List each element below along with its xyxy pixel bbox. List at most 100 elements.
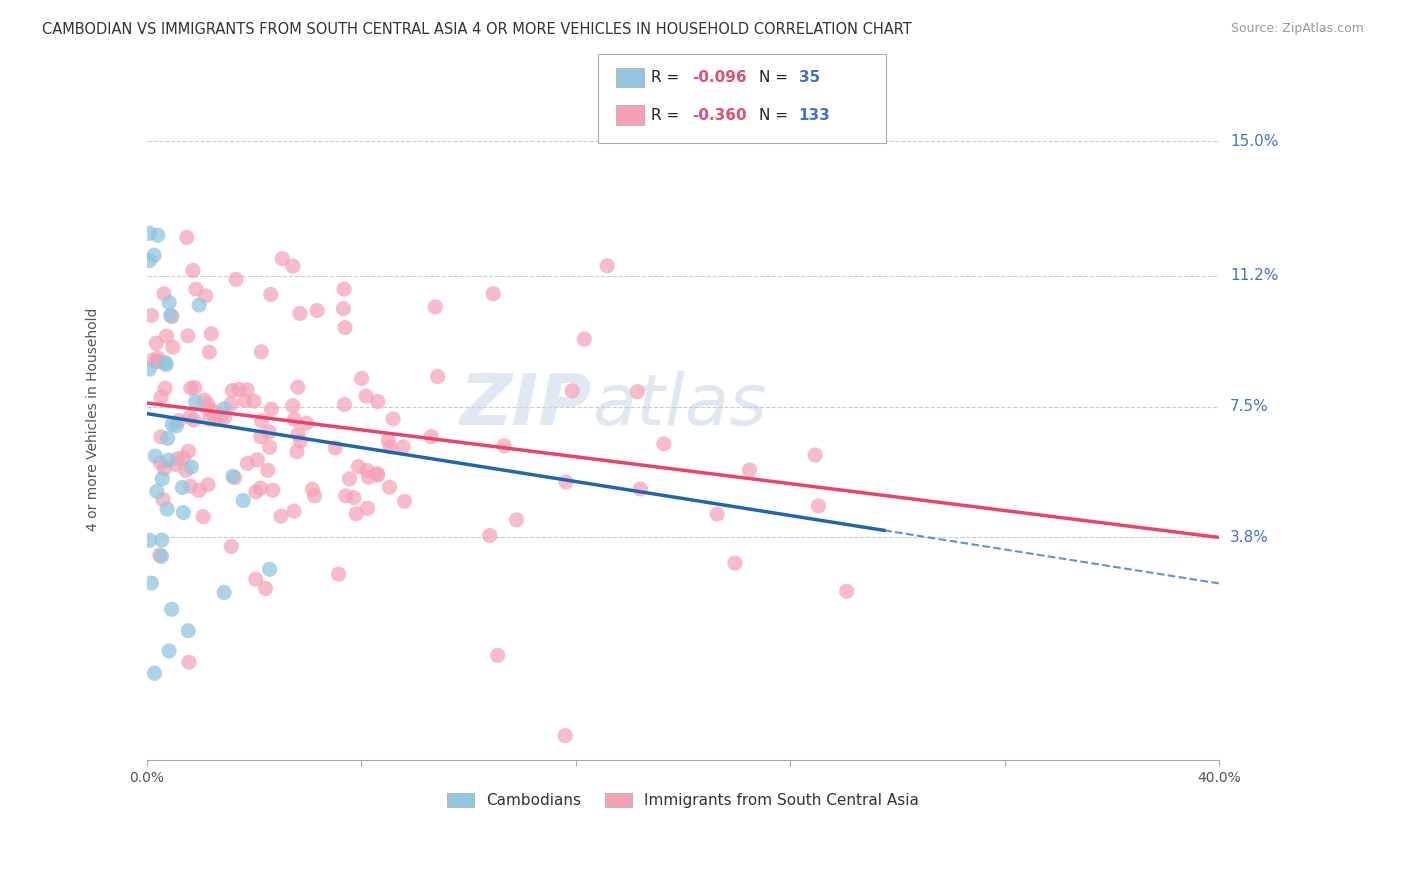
Point: [193, 392, 215, 407]
Point: [179, 479, 201, 493]
Point: [165, 458, 187, 472]
Point: [200, 326, 222, 341]
Point: [200, 403, 222, 417]
Text: 7.5%: 7.5%: [1230, 399, 1268, 414]
Point: [354, 389, 377, 403]
Point: [204, 412, 226, 426]
Point: [177, 624, 200, 638]
Point: [149, 548, 172, 562]
Point: [333, 320, 356, 334]
Point: [191, 509, 214, 524]
Point: [148, 354, 170, 368]
Point: [184, 394, 207, 409]
Point: [724, 556, 747, 570]
Text: -0.360: -0.360: [692, 108, 747, 122]
Point: [652, 437, 675, 451]
Point: [180, 381, 202, 395]
Point: [165, 418, 187, 433]
Point: [257, 425, 280, 439]
Point: [281, 399, 304, 413]
Point: [188, 298, 211, 312]
Point: [482, 286, 505, 301]
Point: [420, 430, 443, 444]
Point: [195, 401, 218, 416]
Point: [626, 384, 648, 399]
Point: [180, 460, 202, 475]
Point: [138, 227, 160, 241]
Point: [561, 384, 583, 398]
Text: 11.2%: 11.2%: [1230, 268, 1278, 283]
Point: [225, 272, 247, 286]
Point: [167, 413, 190, 427]
Point: [145, 336, 167, 351]
Point: [807, 499, 830, 513]
Point: [339, 472, 361, 486]
Point: [174, 463, 197, 477]
Point: [236, 457, 259, 471]
Point: [628, 482, 651, 496]
Point: [281, 259, 304, 273]
Point: [555, 475, 578, 489]
Text: ZIP: ZIP: [460, 371, 592, 440]
Point: [219, 397, 242, 411]
Point: [596, 259, 619, 273]
Point: [143, 666, 166, 681]
Point: [283, 504, 305, 518]
Point: [554, 729, 576, 743]
Point: [295, 416, 318, 430]
Point: [367, 394, 389, 409]
Text: 35: 35: [799, 70, 820, 85]
Point: [162, 340, 184, 354]
Point: [288, 307, 311, 321]
Point: [270, 509, 292, 524]
Point: [176, 230, 198, 244]
Point: [259, 440, 281, 454]
Point: [271, 252, 294, 266]
Point: [236, 383, 259, 397]
Point: [706, 507, 728, 521]
Point: [333, 398, 356, 412]
Point: [177, 444, 200, 458]
Point: [738, 463, 761, 477]
Text: N =: N =: [759, 70, 789, 85]
Point: [232, 493, 254, 508]
Point: [145, 354, 167, 368]
Text: R =: R =: [651, 70, 679, 85]
Point: [804, 448, 827, 462]
Point: [157, 644, 180, 658]
Point: [155, 329, 177, 343]
Point: [260, 402, 283, 417]
Point: [392, 440, 415, 454]
Point: [197, 397, 219, 411]
Point: [221, 384, 243, 398]
Text: 3.8%: 3.8%: [1230, 530, 1268, 545]
Text: 15.0%: 15.0%: [1230, 134, 1278, 149]
Point: [160, 602, 183, 616]
Point: [323, 441, 346, 455]
Point: [287, 427, 309, 442]
Point: [357, 470, 380, 484]
Point: [172, 481, 194, 495]
Point: [505, 513, 527, 527]
Point: [150, 472, 173, 486]
Point: [835, 584, 858, 599]
Point: [149, 430, 172, 444]
Text: -0.096: -0.096: [692, 70, 747, 85]
Point: [343, 491, 366, 505]
Legend: Cambodians, Immigrants from South Central Asia: Cambodians, Immigrants from South Centra…: [441, 787, 925, 814]
Point: [212, 401, 235, 416]
Point: [333, 282, 356, 296]
Point: [574, 332, 596, 346]
Point: [146, 228, 169, 243]
Point: [177, 655, 200, 669]
Point: [228, 382, 250, 396]
Point: [219, 540, 242, 554]
Text: 133: 133: [799, 108, 831, 122]
Point: [156, 502, 179, 516]
Point: [283, 412, 305, 426]
Point: [332, 301, 354, 316]
Point: [222, 469, 245, 483]
Text: R =: R =: [651, 108, 679, 122]
Point: [214, 410, 236, 425]
Point: [262, 483, 284, 498]
